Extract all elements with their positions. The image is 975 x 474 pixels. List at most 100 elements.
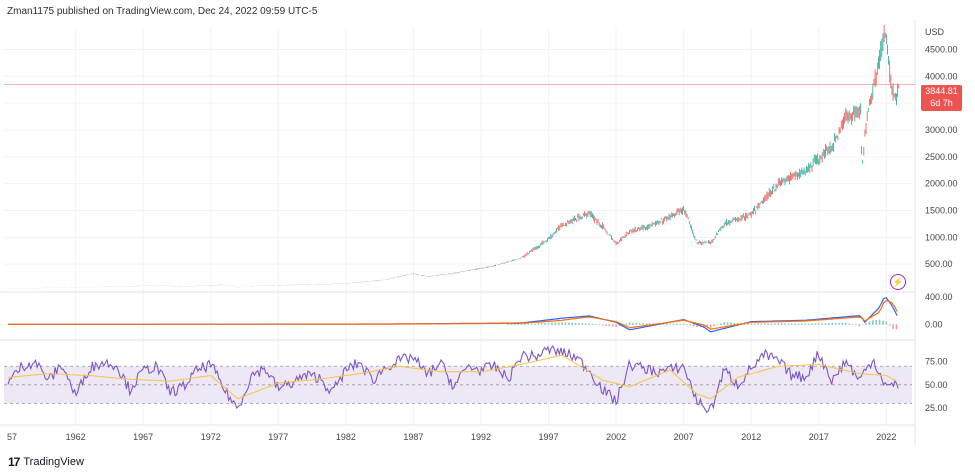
publish-header: Zman1175 published on TradingView.com, D… [7,6,317,17]
macd-histogram-bar [730,322,732,325]
macd-histogram-bar [851,324,854,325]
tradingview-logo[interactable]: 17 TradingView [8,455,84,469]
macd-histogram-bar [625,323,628,325]
macd-histogram-bar [821,323,823,325]
macd-histogram-bar [557,322,560,325]
macd-histogram-bar [770,323,773,325]
macd-histogram-bar [507,323,509,325]
macd-histogram-bar [618,324,621,326]
macd-histogram-bar [598,324,600,326]
macd-histogram-bar [611,324,614,327]
macd-histogram-bar [872,320,874,325]
time-axis-tick: 1982 [336,432,356,442]
publish-date: Dec 24, 2022 09:59 UTC-5 [197,6,318,17]
macd-histogram-bar [615,324,617,327]
tv-logo-text: TradingView [23,456,84,468]
macd-histogram-bar [790,323,793,325]
macd-histogram-bar [750,323,753,325]
macd-histogram-bar [581,323,584,325]
macd-histogram-bar [780,323,783,325]
macd-histogram-bar [777,323,780,325]
macd-histogram-bar [892,324,894,329]
macd-histogram-bar [706,324,709,328]
macd-histogram-bar [571,322,573,325]
macd-histogram-bar [530,323,533,325]
macd-histogram-bar [720,323,722,325]
macd-histogram-bar [733,322,736,325]
macd-histogram-bar [669,323,671,325]
macd-histogram-bar [547,322,550,325]
macd-histogram-bar [807,323,810,325]
macd-line [8,296,898,333]
time-axis-tick: 1972 [201,432,221,442]
macd-histogram-bar [649,323,651,325]
macd-histogram-bar [595,324,597,325]
price-axis-tick: 2000.00 [925,179,958,189]
lightning-icon[interactable]: ⚡ [890,274,906,290]
macd-histogram-bar [638,323,641,325]
macd-histogram-bar [858,324,861,327]
macd-histogram-bar [696,324,698,327]
macd-histogram-bar [736,323,739,325]
macd-histogram-bar [814,323,817,325]
macd-histogram-bar [564,322,567,325]
macd-histogram-bar [834,322,837,325]
published-text: published on TradingView.com, [56,6,196,17]
rsi-line [7,344,899,414]
macd-histogram-bar [686,324,688,325]
macd-histogram-bar [642,323,644,325]
time-axis-tick: 2007 [674,432,694,442]
macd-histogram-bar [567,322,570,325]
time-axis-tick: 2002 [606,432,626,442]
macd-histogram-bar [801,323,803,325]
price-axis-tick: 1500.00 [925,205,958,215]
rsi-axis-tick: 25.00 [925,403,948,413]
price-axis-tick: 500.00 [925,259,953,269]
macd-histogram-bar [753,323,756,325]
macd-histogram-bar [510,323,513,325]
macd-histogram-bar [665,323,668,325]
macd-histogram-bar [662,323,665,325]
macd-histogram-bar [743,323,746,325]
author-name[interactable]: Zman1175 [7,6,55,17]
macd-histogram-bar [838,322,840,325]
macd-histogram-bar [517,323,519,325]
time-axis-tick: 1977 [268,432,288,442]
time-axis-tick: 2022 [876,432,896,442]
currency-label: USD [925,27,945,37]
macd-histogram-bar [632,322,634,325]
rsi-axis-tick: 75.00 [925,357,948,367]
macd-histogram-bar [574,323,577,325]
macd-histogram-bar [672,323,675,325]
macd-histogram-bar [841,322,844,325]
tv-logo-mark: 17 [8,455,20,469]
macd-histogram-bar [875,319,877,325]
macd-histogram-bar [882,320,884,325]
macd-histogram-bar [831,323,834,325]
macd-histogram-bar [767,323,769,325]
macd-axis-tick: 0.00 [925,319,943,329]
last-price-tag: 3844.81 6d 7h [921,85,962,111]
macd-histogram-bar [537,323,540,325]
macd-histogram-bar [787,323,790,325]
macd-histogram-bar [628,322,631,325]
macd-histogram-bar [554,322,557,325]
macd-histogram-bar [774,323,776,325]
macd-histogram-bar [844,322,847,325]
macd-histogram-bar [804,323,807,325]
price-axis-tick: 4000.00 [925,71,958,81]
macd-histogram-bar [716,324,719,326]
macd-histogram-bar [784,323,786,325]
macd-histogram-bar [713,324,715,327]
macd-histogram-bar [726,322,729,325]
time-axis-tick: 1997 [539,432,559,442]
macd-histogram-bar [848,323,850,325]
macd-histogram-bar [682,323,685,325]
macd-histogram-bar [645,323,648,325]
macd-histogram-bar [520,323,523,325]
time-axis-tick: 1987 [403,432,423,442]
macd-histogram-bar [828,323,830,325]
macd-histogram-bar [885,321,888,325]
macd-histogram-bar [588,323,590,325]
